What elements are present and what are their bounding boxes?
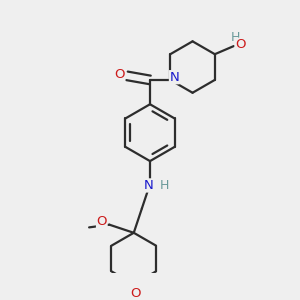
Text: H: H [230,31,240,44]
Text: O: O [235,38,246,51]
Text: H: H [160,179,170,192]
Text: O: O [114,68,125,81]
Text: O: O [130,287,140,300]
Text: N: N [144,179,154,192]
Text: N: N [169,71,179,84]
Text: O: O [97,215,107,229]
